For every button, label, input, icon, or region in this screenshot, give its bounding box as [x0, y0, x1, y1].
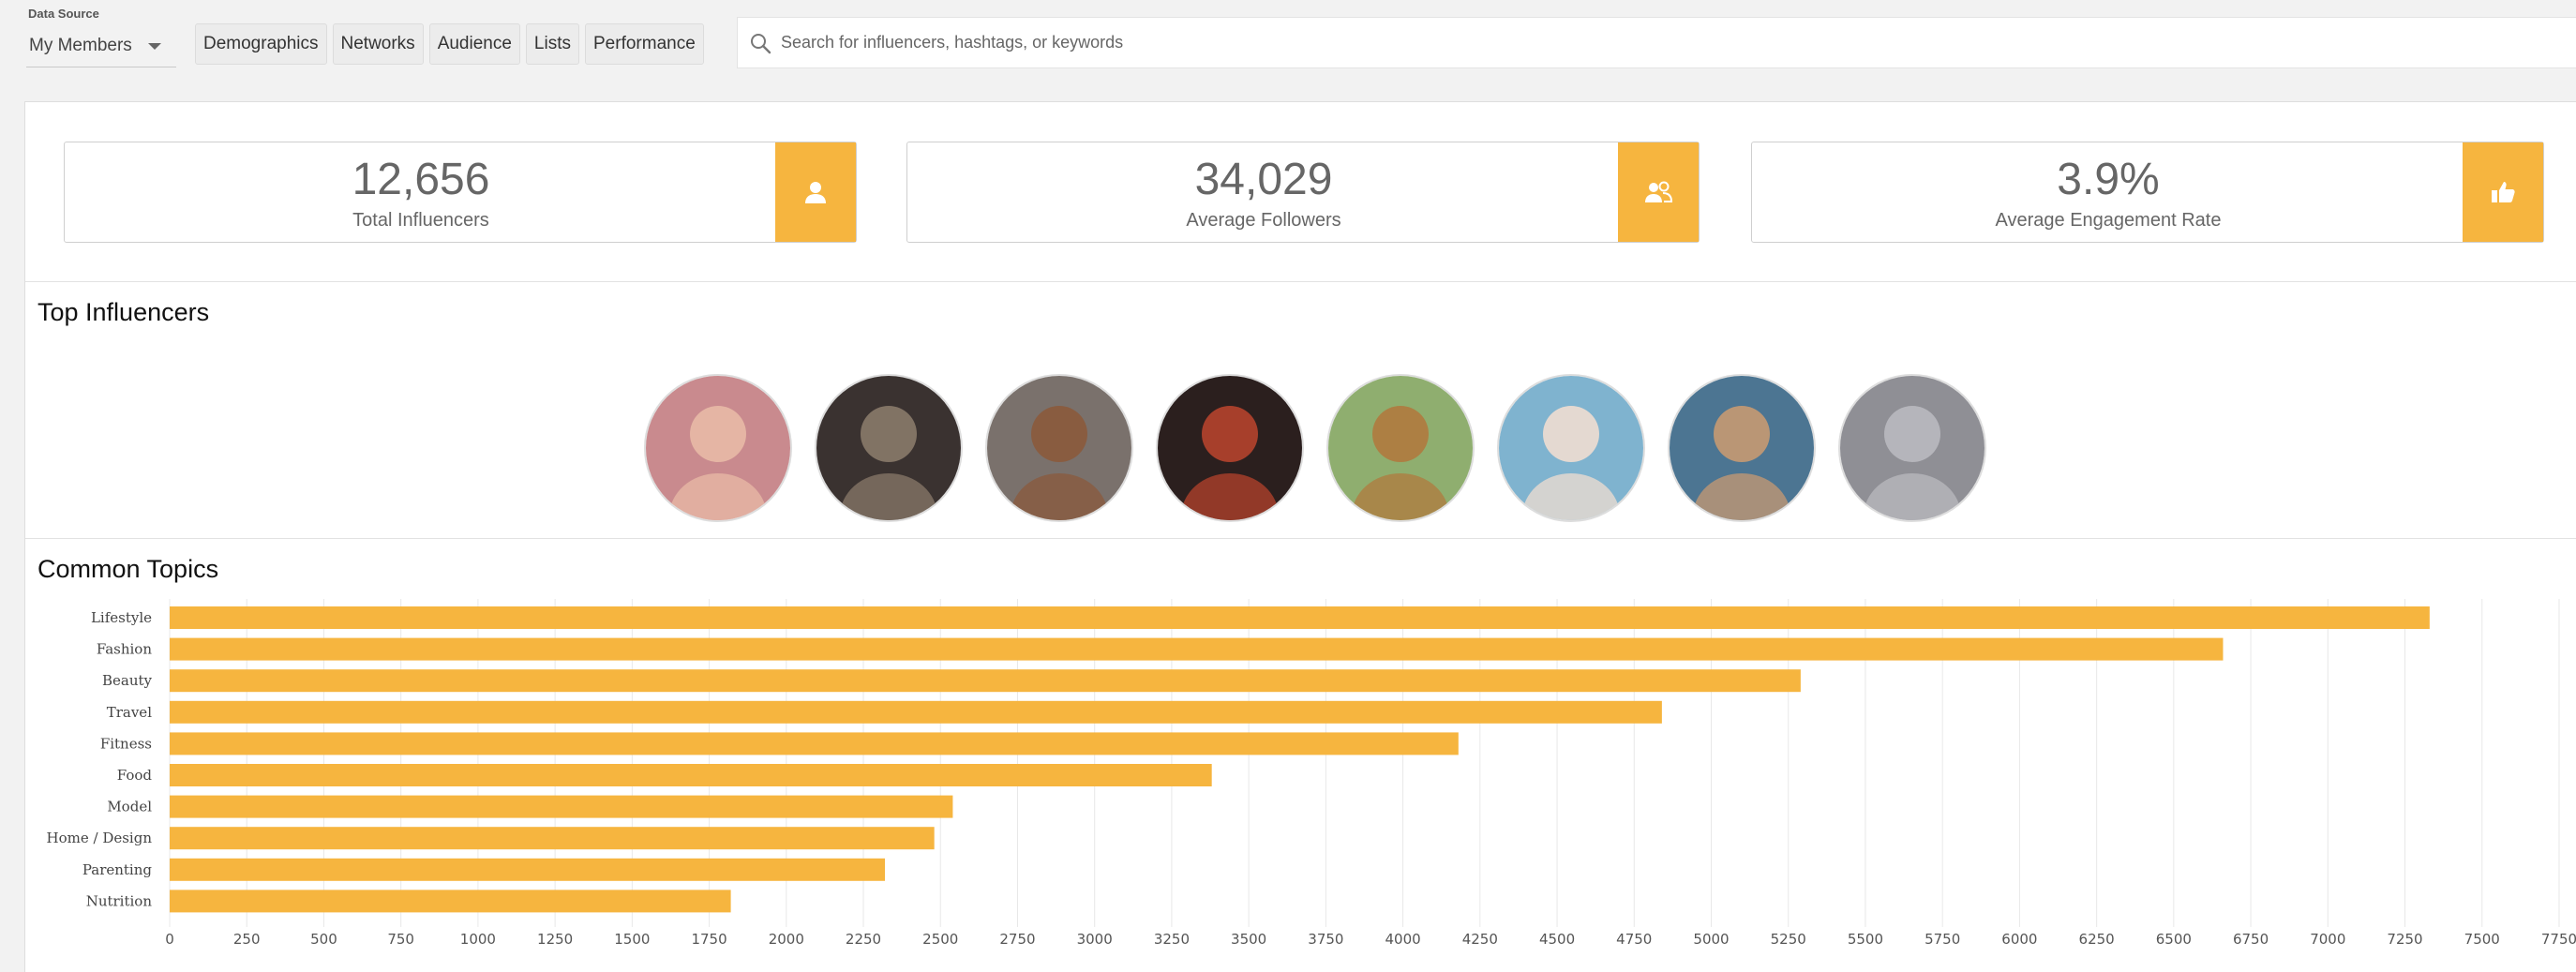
- bar-fashion: [170, 637, 2224, 661]
- x-tick-label: 2000: [769, 931, 804, 948]
- x-tick-label: 5000: [1693, 931, 1729, 948]
- bar-lifestyle: [170, 606, 2430, 629]
- category-label: Food: [117, 767, 153, 784]
- x-tick-label: 4000: [1385, 931, 1421, 948]
- influencer-avatar-6[interactable]: [1497, 374, 1645, 522]
- influencer-avatar-7[interactable]: [1668, 374, 1816, 522]
- category-label: Lifestyle: [91, 609, 152, 626]
- data-source-select[interactable]: My Members: [26, 24, 176, 67]
- x-tick-label: 6750: [2233, 931, 2269, 948]
- category-label: Fitness: [100, 735, 152, 752]
- common-topics-bar-chart: 0 250 500 750 1000 1250 1500 1750 2000 2250 2500 27…: [47, 599, 2576, 948]
- bar-parenting: [170, 858, 886, 881]
- x-tick-label: 750: [387, 931, 414, 948]
- x-tick-label: 3250: [1154, 931, 1190, 948]
- stat-card-average-followers: 34,029 Average Followers: [906, 142, 1700, 243]
- influencer-avatar-8[interactable]: [1838, 374, 1986, 522]
- x-tick-label: 4500: [1539, 931, 1575, 948]
- bar-travel: [170, 700, 1662, 724]
- stat-value: 12,656: [352, 155, 490, 204]
- stat-label: Total Influencers: [352, 210, 489, 231]
- influencer-avatar-1[interactable]: [644, 374, 792, 522]
- category-label: Travel: [107, 704, 152, 721]
- stat-value: 3.9%: [2057, 155, 2160, 204]
- x-tick-label: 1000: [460, 931, 496, 948]
- stat-label: Average Engagement Rate: [1995, 210, 2222, 231]
- x-tick-label: 7750: [2541, 931, 2576, 948]
- x-tick-label: 0: [165, 931, 174, 948]
- filter-demographics[interactable]: Demographics: [195, 23, 327, 65]
- search-bar: [737, 17, 2576, 68]
- influencer-avatar-4[interactable]: [1156, 374, 1304, 522]
- stat-card-average-engagement-rate: 3.9% Average Engagement Rate: [1751, 142, 2544, 243]
- influencer-avatar-5[interactable]: [1326, 374, 1475, 522]
- category-label: Beauty: [102, 672, 153, 689]
- top-influencers-section: Top Influencers: [25, 282, 2576, 539]
- x-tick-label: 5500: [1848, 931, 1883, 948]
- bar-food: [170, 764, 1212, 786]
- x-tick-label: 2750: [999, 931, 1035, 948]
- x-tick-label: 6500: [2156, 931, 2192, 948]
- x-tick-label: 4750: [1616, 931, 1652, 948]
- influencer-avatar-2[interactable]: [815, 374, 963, 522]
- x-tick-label: 7250: [2387, 931, 2422, 948]
- section-title-top-influencers: Top Influencers: [37, 298, 210, 326]
- category-label: Parenting: [82, 861, 153, 878]
- bar-home-design: [170, 827, 935, 850]
- section-title-common-topics: Common Topics: [37, 555, 219, 583]
- category-label: Fashion: [97, 641, 153, 658]
- x-tick-label: 4250: [1462, 931, 1498, 948]
- x-tick-label: 2250: [846, 931, 881, 948]
- search-input[interactable]: [781, 18, 2543, 67]
- bar-beauty: [170, 669, 1801, 693]
- bar-nutrition: [170, 890, 731, 913]
- x-tick-label: 3000: [1077, 931, 1113, 948]
- people-icon: [1618, 142, 1699, 242]
- x-tick-label: 6250: [2079, 931, 2115, 948]
- x-tick-label: 5250: [1771, 931, 1806, 948]
- x-tick-label: 3500: [1231, 931, 1266, 948]
- stat-label: Average Followers: [1186, 210, 1341, 231]
- stat-card-total-influencers: 12,656 Total Influencers: [64, 142, 857, 243]
- stat-value: 34,029: [1194, 155, 1333, 204]
- dashboard-panel: 12,656 Total Influencers 34,029 Average …: [24, 101, 2576, 972]
- x-tick-label: 1250: [537, 931, 573, 948]
- data-source-label: Data Source: [28, 7, 99, 21]
- x-tick-label: 3750: [1308, 931, 1343, 948]
- category-label: Model: [107, 799, 152, 815]
- bar-fitness: [170, 732, 1459, 755]
- search-icon: [751, 34, 771, 54]
- category-label: Home / Design: [47, 830, 153, 846]
- x-tick-label: 2500: [922, 931, 958, 948]
- filter-lists[interactable]: Lists: [525, 23, 579, 65]
- x-tick-label: 5750: [1925, 931, 1960, 948]
- x-tick-label: 1750: [691, 931, 726, 948]
- filter-performance[interactable]: Performance: [585, 23, 704, 65]
- filter-tabs: Demographics Networks Audience Lists Per…: [195, 23, 704, 65]
- x-tick-label: 250: [233, 931, 261, 948]
- filter-audience[interactable]: Audience: [428, 23, 520, 65]
- x-tick-label: 1500: [614, 931, 650, 948]
- caret-down-icon: [148, 43, 161, 50]
- x-tick-label: 7000: [2310, 931, 2345, 948]
- x-tick-label: 6000: [2001, 931, 2037, 948]
- influencer-avatar-row: [644, 374, 1986, 522]
- data-source-value: My Members: [29, 35, 132, 55]
- thumbs-up-icon: [2463, 142, 2543, 242]
- common-topics-section: Common Topics 0 250 500 750 1000 1250 1500 1750…: [25, 539, 2576, 972]
- x-tick-label: 500: [310, 931, 337, 948]
- filter-networks[interactable]: Networks: [332, 23, 424, 65]
- top-bar: Data Source My Members Demographics Netw…: [0, 0, 2576, 84]
- x-tick-label: 7500: [2464, 931, 2500, 948]
- bar-model: [170, 795, 953, 818]
- category-label: Nutrition: [86, 892, 153, 909]
- influencer-avatar-3[interactable]: [985, 374, 1133, 522]
- person-icon: [775, 142, 856, 242]
- stats-row: 12,656 Total Influencers 34,029 Average …: [25, 102, 2576, 282]
